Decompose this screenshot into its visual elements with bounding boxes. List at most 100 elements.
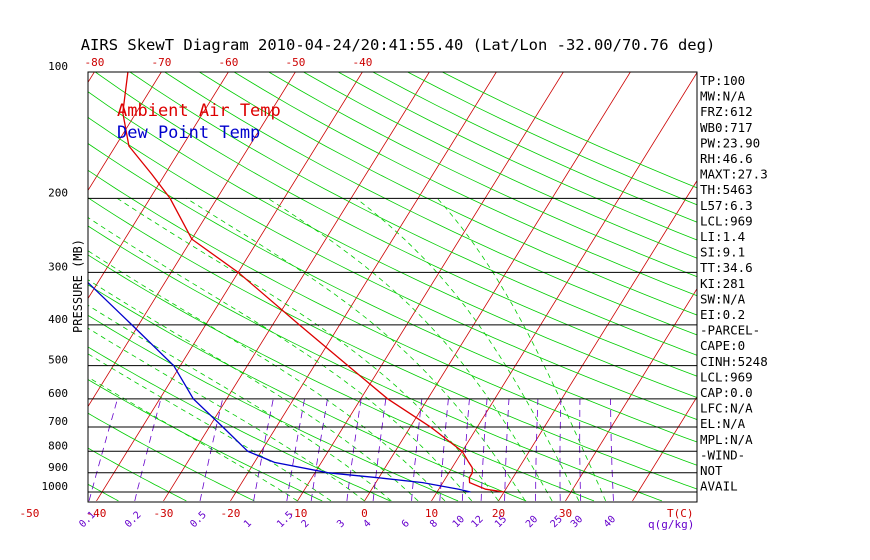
index-item: MPL:N/A xyxy=(700,432,753,447)
mixing-ratio-unit-label: q(g/kg) xyxy=(648,518,694,531)
bottom-temp-tick-label: -40 xyxy=(87,507,107,520)
mixing-ratio-tick-label: 1 xyxy=(242,518,254,530)
legend-ambient-air-temp: Ambient Air Temp xyxy=(117,101,281,121)
moist-adiabat-line xyxy=(88,327,365,502)
index-item: LCL:969 xyxy=(700,369,753,384)
dry-adiabat-line xyxy=(164,72,697,336)
plot-frame xyxy=(87,71,698,503)
mixing-ratio-tick-label: 0.2 xyxy=(123,510,144,531)
pressure-tick-label: 700 xyxy=(48,415,68,428)
pressure-tick-label: 800 xyxy=(48,439,68,452)
index-item: LCL:969 xyxy=(700,213,753,228)
index-item: MAXT:27.3 xyxy=(700,167,768,182)
dry-adiabat-line xyxy=(88,91,697,398)
pressure-tick-label: 300 xyxy=(48,260,68,273)
isotherm-line xyxy=(297,72,564,502)
bottom-temp-tick-label: 10 xyxy=(425,507,438,520)
index-item: L57:6.3 xyxy=(700,198,753,213)
isotherm-line xyxy=(96,72,363,502)
dry-adiabat-line xyxy=(88,284,527,502)
index-item: -PARCEL- xyxy=(700,323,760,338)
top-temp-tick-label: -50 xyxy=(285,56,305,69)
index-item: SI:9.1 xyxy=(700,245,745,260)
mixing-ratio-tick-label: 3 xyxy=(335,518,347,530)
bottom-temp-tick-label: 20 xyxy=(492,507,505,520)
pressure-tick-label: 100 xyxy=(48,60,68,73)
dry-adiabat-line xyxy=(88,314,459,502)
moist-adiabat-line xyxy=(267,198,553,502)
dry-adiabat-line xyxy=(88,225,663,502)
mixing-ratio-tick-label: 40 xyxy=(602,514,618,530)
mixing-ratio-tick-label: 2 xyxy=(300,518,312,530)
moist-adiabat-line xyxy=(117,198,499,502)
indices-panel: TP:100MW:N/AFRZ:612WB0:717PW:23.90RH:46.… xyxy=(700,73,768,494)
mixing-ratio-tick-label: 8 xyxy=(428,518,440,530)
legend-dew-point-temp: Dew Point Temp xyxy=(117,123,260,143)
index-item: EI:0.2 xyxy=(700,307,745,322)
isotherm-line xyxy=(88,72,229,300)
pressure-tick-label: 200 xyxy=(48,186,68,199)
index-item: PW:23.90 xyxy=(700,135,760,150)
mixing-ratio-tick-label: 6 xyxy=(400,518,412,530)
mixing-ratio-line xyxy=(535,398,539,501)
dry-adiabat-line xyxy=(88,143,697,443)
mixing-ratio-line xyxy=(134,398,162,502)
index-item: KI:281 xyxy=(700,276,745,291)
top-temp-tick-label: -70 xyxy=(151,56,171,69)
mixing-ratio-tick-label: 12 xyxy=(469,514,485,530)
bottom-temp-tick-label: 0 xyxy=(361,507,368,520)
mixing-ratio-line xyxy=(461,398,470,501)
isotherm-line xyxy=(632,396,697,502)
index-item: EL:N/A xyxy=(700,416,746,431)
dry-adiabat-line xyxy=(88,197,697,490)
dry-adiabat-line xyxy=(233,72,697,297)
mixing-ratio-line xyxy=(199,398,224,501)
mixing-ratio-tick-label: 10 xyxy=(451,514,467,530)
isotherm-line xyxy=(88,72,95,84)
index-item: CINH:5248 xyxy=(700,354,768,369)
mixing-ratio-line xyxy=(372,398,387,501)
bottom-temp-tick-label: -20 xyxy=(221,507,241,520)
mixing-ratio-line xyxy=(504,398,510,501)
isotherm-line xyxy=(230,72,497,502)
index-item: SW:N/A xyxy=(700,291,746,306)
chart-title: AIRS SkewT Diagram 2010-04-24/20:41:55.4… xyxy=(81,36,716,54)
ambient-air-temp-line xyxy=(122,72,505,493)
mixing-ratio-line xyxy=(579,398,582,501)
mixing-ratio-line xyxy=(346,398,362,501)
top-temp-tick-label: -80 xyxy=(84,56,104,69)
index-item: LFC:N/A xyxy=(700,401,753,416)
index-item: -WIND- xyxy=(700,447,745,462)
dry-adiabat-line xyxy=(129,72,697,356)
moist-adiabat-line xyxy=(88,250,446,502)
index-item: LI:1.4 xyxy=(700,229,745,244)
index-item: CAP:0.0 xyxy=(700,385,753,400)
moist-adiabat-line xyxy=(186,198,526,502)
bottom-temp-tick-label: -30 xyxy=(154,507,174,520)
isotherm-line xyxy=(364,72,631,502)
index-item: MW:N/A xyxy=(700,89,746,104)
isotherm-line xyxy=(767,63,870,501)
moist-adiabat-line xyxy=(437,198,607,502)
mixing-ratio-line xyxy=(253,398,274,501)
isotherm-line xyxy=(498,179,697,502)
index-item: WB0:717 xyxy=(700,120,753,135)
dry-adiabat-line xyxy=(88,254,595,502)
dew-point-temp-line xyxy=(88,281,471,493)
dry-adiabat-line xyxy=(268,72,697,278)
index-item: CAPE:0 xyxy=(700,338,745,353)
index-item: NOT xyxy=(700,463,723,478)
x-axis-label: T(C) xyxy=(667,507,694,520)
index-item: TP:100 xyxy=(700,73,745,88)
mixing-ratio-line xyxy=(610,398,614,501)
index-item: RH:46.6 xyxy=(700,151,753,166)
bottom-temp-tick-label: -10 xyxy=(288,507,308,520)
pressure-tick-label: 400 xyxy=(48,313,68,326)
dry-adiabat-line xyxy=(88,116,697,420)
mixing-ratio-line xyxy=(480,398,488,501)
mixing-ratio-line xyxy=(559,398,562,501)
grid-layer xyxy=(88,63,870,502)
bottom-temp-tick-label: 30 xyxy=(559,507,572,520)
dry-adiabat-line xyxy=(442,72,697,189)
